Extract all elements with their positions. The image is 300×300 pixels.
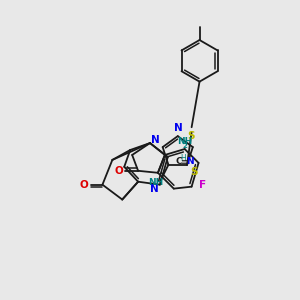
Text: O: O (80, 180, 88, 190)
Text: NH: NH (177, 137, 192, 146)
Text: H: H (180, 154, 186, 163)
Text: N: N (174, 123, 183, 133)
Text: C: C (176, 158, 182, 166)
Text: 2: 2 (183, 143, 188, 149)
Text: N: N (186, 158, 193, 166)
Text: ≡: ≡ (181, 157, 189, 167)
Text: NH: NH (148, 178, 164, 187)
Text: N: N (151, 135, 160, 145)
Text: O: O (115, 166, 123, 176)
Text: N: N (150, 184, 159, 194)
Text: S: S (187, 131, 194, 141)
Text: F: F (199, 180, 206, 190)
Text: S: S (190, 167, 197, 177)
